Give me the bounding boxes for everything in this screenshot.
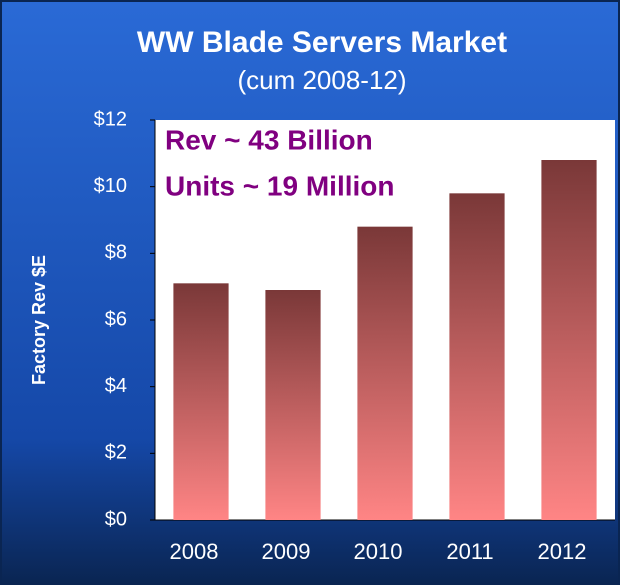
chart-subtitle: (cum 2008-12) [237, 65, 406, 95]
annotation: Rev ~ 43 Billion [165, 124, 373, 155]
y-tick-label: $2 [105, 442, 127, 464]
y-tick-label: $10 [94, 175, 127, 197]
y-tick-label: $0 [105, 508, 127, 530]
bar [173, 283, 229, 520]
y-tick-label: $4 [105, 375, 127, 397]
y-tick-label: $8 [105, 242, 127, 264]
bar [449, 193, 505, 521]
x-tick-label: 2009 [262, 539, 311, 564]
bar [265, 290, 321, 520]
x-tick-label: 2010 [354, 539, 403, 564]
x-tick-label: 2008 [170, 539, 219, 564]
y-tick-label: $6 [105, 308, 127, 330]
annotation: Units ~ 19 Million [165, 170, 394, 201]
x-tick-label: 2012 [538, 539, 587, 564]
x-tick-label: 2011 [446, 539, 493, 564]
y-axis-label: Factory Rev $E [29, 255, 49, 385]
bar [357, 226, 413, 520]
bar [541, 160, 597, 520]
y-tick-label: $12 [94, 108, 127, 130]
chart-title: WW Blade Servers Market [137, 26, 507, 59]
